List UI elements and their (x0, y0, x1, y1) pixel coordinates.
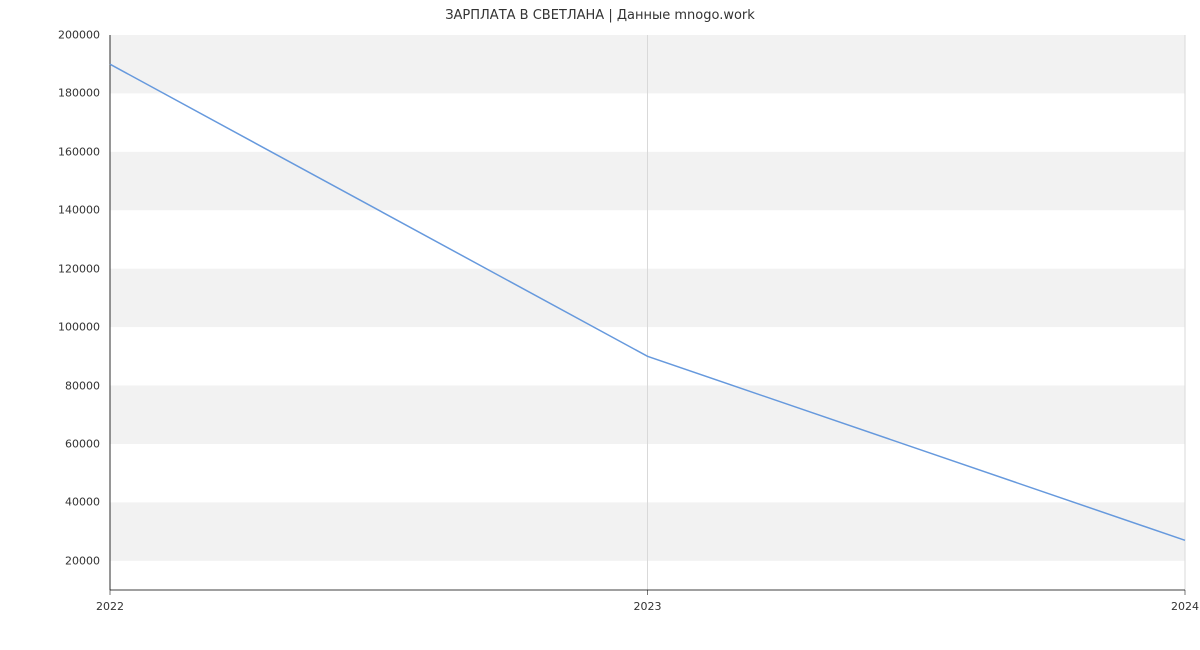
y-tick-label: 20000 (40, 554, 100, 567)
y-tick-label: 40000 (40, 496, 100, 509)
y-tick-label: 180000 (40, 87, 100, 100)
x-tick-label: 2024 (1171, 600, 1199, 613)
y-tick-label: 60000 (40, 437, 100, 450)
x-tick-label: 2022 (96, 600, 124, 613)
y-tick-label: 100000 (40, 321, 100, 334)
chart-container: ЗАРПЛАТА В СВЕТЛАНА | Данные mnogo.work … (0, 0, 1200, 650)
chart-svg (0, 0, 1200, 650)
y-tick-label: 140000 (40, 204, 100, 217)
x-tick-label: 2023 (634, 600, 662, 613)
chart-title: ЗАРПЛАТА В СВЕТЛАНА | Данные mnogo.work (0, 8, 1200, 23)
y-tick-label: 200000 (40, 29, 100, 42)
y-tick-label: 80000 (40, 379, 100, 392)
y-tick-label: 120000 (40, 262, 100, 275)
y-tick-label: 160000 (40, 145, 100, 158)
